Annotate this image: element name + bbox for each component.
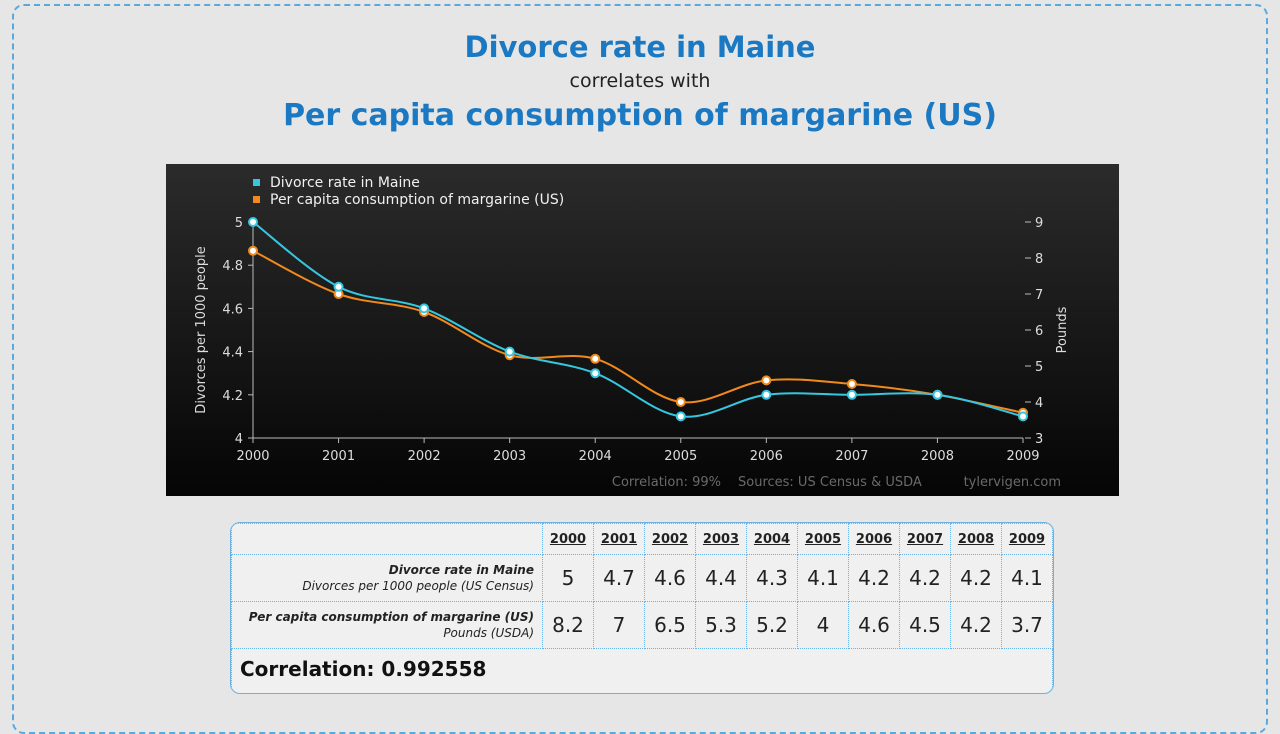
table-cell: 5.3 — [695, 601, 747, 649]
footer-sources: Sources: US Census & USDA — [738, 475, 922, 490]
table-cell: 8.2 — [542, 601, 594, 649]
data-point-divorce-rate — [504, 346, 515, 357]
data-point-margarine — [590, 353, 601, 364]
year-header: 2004 — [746, 523, 798, 555]
data-point-divorce-rate — [248, 217, 258, 227]
chart: 4 4.2 4.4 4.6 4.8 5 3 4 5 6 7 8 9 2000 2001 2002 2003 200… — [166, 164, 1119, 496]
y-tick-label-right: 9 — [1035, 216, 1043, 231]
table-cell: 4 — [797, 601, 849, 649]
footer-correlation: Correlation: 99% — [612, 475, 721, 490]
footer-site: tylervigen.com — [964, 475, 1061, 490]
table-cell: 4.4 — [695, 554, 747, 602]
data-point-divorce-rate — [419, 303, 430, 314]
data-point-margarine — [248, 245, 258, 256]
year-header: 2001 — [593, 523, 645, 555]
title-secondary: Per capita consumption of margarine (US) — [283, 98, 997, 133]
y-tick-label-left: 5 — [235, 216, 243, 231]
y-tick-label-right: 6 — [1035, 324, 1043, 339]
data-point-divorce-rate — [846, 389, 857, 400]
table-cell: 4.2 — [899, 554, 951, 602]
y-tick-label-left: 4.6 — [222, 302, 243, 317]
year-header: 2007 — [899, 523, 951, 555]
year-header: 2005 — [797, 523, 849, 555]
x-tick-label: 2007 — [835, 449, 868, 464]
legend-label: Divorce rate in Maine — [270, 175, 420, 191]
table-cell: 4.5 — [899, 601, 951, 649]
data-point-divorce-rate — [333, 281, 344, 292]
y-tick-label-left: 4.4 — [222, 346, 243, 361]
table-cell: 5.2 — [746, 601, 798, 649]
table-row: Divorce rate in Maine Divorces per 1000 … — [231, 554, 1053, 602]
row-subtitle: Pounds (USDA) — [443, 626, 534, 640]
x-tick-label: 2002 — [408, 449, 441, 464]
legend-marker — [253, 179, 260, 186]
table-cell: 4.1 — [797, 554, 849, 602]
y-tick-label-right: 7 — [1035, 288, 1043, 303]
x-tick-label: 2009 — [1006, 449, 1039, 464]
data-point-divorce-rate — [761, 389, 772, 400]
data-point-margarine — [675, 397, 686, 407]
x-tick-label: 2008 — [921, 449, 954, 464]
table-cell: 6.5 — [644, 601, 696, 649]
table-cell: 4.2 — [950, 554, 1002, 602]
data-table: 2000 2001 2002 2003 2004 2005 2006 2007 2008 2009… — [230, 522, 1054, 694]
x-tick-label: 2004 — [579, 449, 612, 464]
data-point-margarine — [761, 375, 772, 386]
data-point-margarine — [846, 379, 857, 389]
year-header: 2002 — [644, 523, 696, 555]
x-tick-label: 2005 — [664, 449, 697, 464]
series-line-divorce-rate — [252, 221, 1024, 418]
year-header: 2000 — [542, 523, 594, 555]
table-cell: 4.3 — [746, 554, 798, 602]
table-cell: 4.1 — [1001, 554, 1053, 602]
data-point-divorce-rate — [1018, 411, 1028, 422]
row-title: Divorce rate in Maine — [388, 563, 534, 577]
data-point-divorce-rate — [932, 389, 943, 400]
y-tick-label-left: 4.2 — [222, 389, 243, 404]
year-header: 2003 — [695, 523, 747, 555]
table-cell: 4.6 — [848, 601, 900, 649]
x-tick-label: 2001 — [322, 449, 355, 464]
year-header: 2008 — [950, 523, 1002, 555]
table-cell: 7 — [593, 601, 645, 649]
data-point-divorce-rate — [590, 368, 601, 379]
data-point-divorce-rate — [675, 411, 686, 422]
x-tick-label: 2006 — [750, 449, 783, 464]
table-corner — [231, 523, 543, 555]
y-tick-label-left: 4 — [235, 432, 243, 447]
legend-label: Per capita consumption of margarine (US) — [270, 192, 564, 208]
x-tick-label: 2000 — [236, 449, 269, 464]
year-header: 2006 — [848, 523, 900, 555]
table-cell: 3.7 — [1001, 601, 1053, 649]
y-axis-label-left: Divorces per 1000 people — [194, 246, 209, 413]
table-cell: 4.2 — [848, 554, 900, 602]
y-axis-label-right: Pounds — [1055, 306, 1070, 353]
row-title: Per capita consumption of margarine (US) — [248, 610, 534, 624]
table-cell: 5 — [542, 554, 594, 602]
table-cell: 4.6 — [644, 554, 696, 602]
legend-marker — [253, 196, 260, 203]
y-tick-label-right: 3 — [1035, 432, 1043, 447]
chart-background — [166, 164, 1119, 496]
y-tick-label-right: 5 — [1035, 360, 1043, 375]
year-header: 2009 — [1001, 523, 1053, 555]
correlation-value: Correlation: 0.992558 — [231, 648, 1053, 689]
title-connector: correlates with — [569, 70, 711, 92]
y-tick-label-right: 4 — [1035, 396, 1043, 411]
row-label: Per capita consumption of margarine (US)… — [231, 601, 543, 649]
table-row: Per capita consumption of margarine (US)… — [231, 601, 1053, 649]
x-tick-label: 2003 — [493, 449, 526, 464]
table-cell: 4.7 — [593, 554, 645, 602]
row-subtitle: Divorces per 1000 people (US Census) — [302, 579, 534, 593]
title-primary: Divorce rate in Maine — [464, 30, 816, 64]
chart-svg: 4 4.2 4.4 4.6 4.8 5 3 4 5 6 7 8 9 2000 2001 2002 2003 200… — [166, 164, 1119, 496]
y-tick-label-left: 4.8 — [222, 259, 243, 274]
table-cell: 4.2 — [950, 601, 1002, 649]
y-tick-label-right: 8 — [1035, 252, 1043, 267]
series-line-margarine — [252, 249, 1024, 414]
row-label: Divorce rate in Maine Divorces per 1000 … — [231, 554, 543, 602]
